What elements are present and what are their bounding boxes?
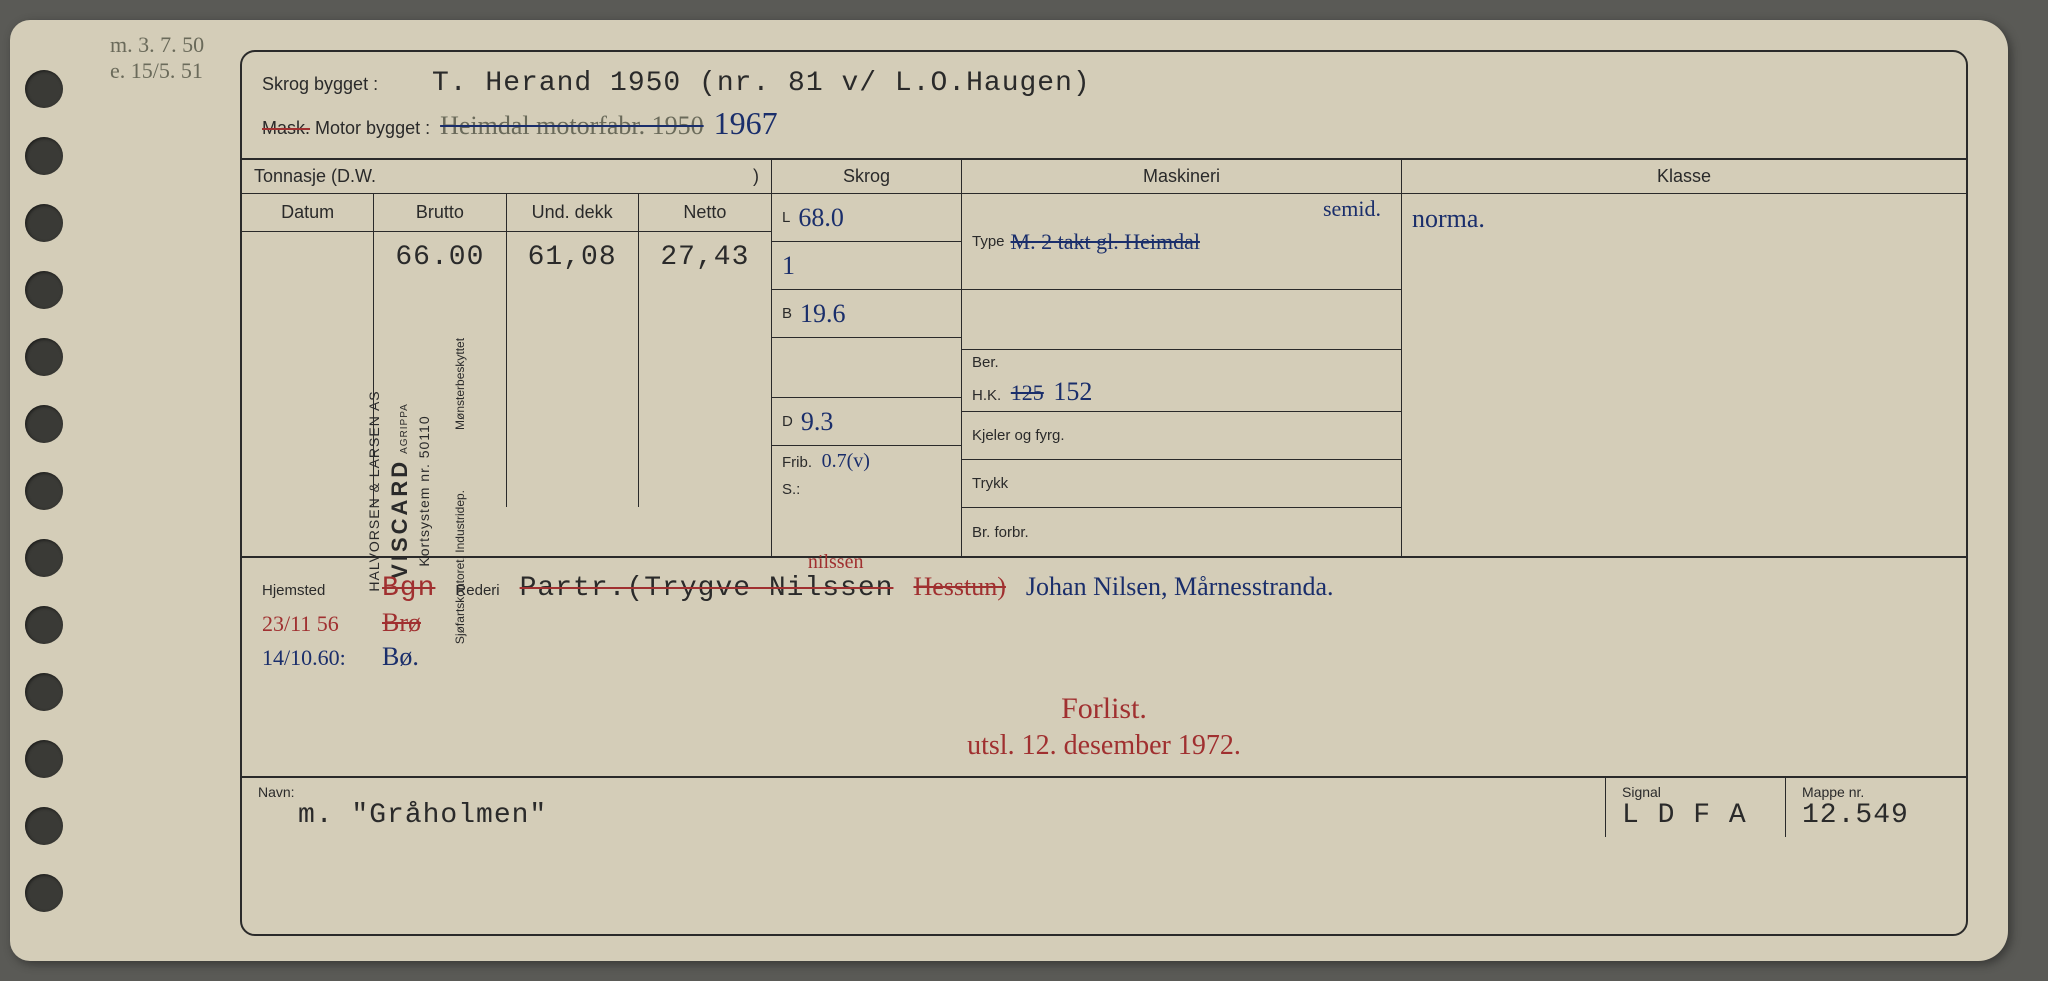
S-label: S.: (782, 481, 800, 498)
tonnage-column: Tonnasje (D.W. ) Datum Brutto Und. dekk … (242, 160, 772, 556)
bo: Bø. (382, 642, 419, 672)
trykk-label: Trykk (972, 475, 1008, 492)
ber-label: Ber. (972, 354, 999, 371)
cell-unddekk: 61,08 (507, 232, 639, 287)
utsl: utsl. 12. desember 1972. (967, 730, 1241, 762)
pencil-note-1: m. 3. 7. 50 (110, 32, 204, 58)
bgn: Bgn (382, 573, 435, 604)
col-brutto: Brutto (374, 194, 506, 231)
frib-value: 0.7(v) (822, 450, 870, 472)
type-value2: semid. (1323, 196, 1381, 222)
L-value: 68.0 (798, 203, 844, 233)
nilssen-correction: nilssen (808, 551, 864, 574)
type-value: M. 2 takt gl. Heimdal (1011, 229, 1200, 255)
col-netto: Netto (639, 194, 771, 231)
johan-nilsen: Johan Nilsen, Mårnesstranda. (1026, 572, 1334, 602)
hk-value: 152 (1053, 377, 1092, 406)
frib-label: Frib. (782, 454, 812, 471)
punch-holes (25, 20, 95, 961)
col-datum: Datum (242, 194, 374, 231)
skrog-bygget-value: T. Herand 1950 (nr. 81 v/ L.O.Haugen) (432, 68, 1091, 99)
main-grid: Tonnasje (D.W. ) Datum Brutto Und. dekk … (242, 160, 1966, 558)
motor-old-value: Heimdal motorfabr. 1950 (440, 111, 704, 141)
date-1: 23/11 56 (262, 611, 362, 637)
skrog-bygget-label: Skrog bygget : (262, 74, 422, 95)
bottom-section: Navn: m. "Gråholmen" Signal L D F A Mapp… (242, 778, 1966, 837)
skrog-column: Skrog L 68.0 1 B 19.6 D 9.3 Fr (772, 160, 962, 556)
skrog-one: 1 (782, 251, 795, 281)
klasse-header: Klasse (1402, 160, 1966, 194)
skrog-header: Skrog (772, 160, 961, 194)
kjeler-label: Kjeler og fyrg. (972, 427, 1065, 444)
hesstun: Hesstun) (913, 572, 1005, 602)
cell-brutto: 66.00 (374, 232, 506, 287)
navn-label: Navn: (258, 784, 1589, 800)
hk-label: H.K. (972, 387, 1001, 404)
mappe-value: 12.549 (1802, 800, 1950, 831)
tonnage-header-close: ) (753, 166, 759, 187)
tonnage-header: Tonnasje (D.W. (254, 166, 376, 187)
pencil-note-2: e. 15/5. 51 (110, 58, 203, 84)
partr: Partr.(Trygve Nilssen (520, 573, 894, 604)
mask-header: Maskineri (962, 160, 1401, 194)
col-unddekk: Und. dekk (507, 194, 639, 231)
maskineri-column: Maskineri Type M. 2 takt gl. Heimdal sem… (962, 160, 1402, 556)
klasse-value: norma. (1412, 204, 1485, 233)
hk-old: 125 (1011, 380, 1044, 405)
cell-datum (242, 232, 374, 287)
build-section: Skrog bygget : T. Herand 1950 (nr. 81 v/… (242, 52, 1966, 160)
cell-netto: 27,43 (639, 232, 771, 287)
hjemsted-section: Hjemsted Bgn Rederi Partr.(Trygve Nilsse… (242, 558, 1966, 778)
B-label: B (782, 305, 792, 322)
hjemsted-label: Hjemsted (262, 582, 362, 599)
rederi-label: Rederi (455, 582, 499, 599)
type-label: Type (972, 233, 1005, 250)
navn-value: m. "Gråholmen" (258, 800, 1589, 831)
bro: Brø (382, 608, 421, 638)
L-label: L (782, 209, 790, 226)
signal-value: L D F A (1622, 800, 1769, 831)
br-label: Br. forbr. (972, 524, 1029, 541)
form-frame: Skrog bygget : T. Herand 1950 (nr. 81 v/… (240, 50, 1968, 936)
klasse-column: Klasse norma. (1402, 160, 1966, 556)
index-card: HALVORSEN & LARSEN AS VISCARD AGRIPPA Ko… (10, 20, 2008, 961)
signal-label: Signal (1622, 784, 1769, 800)
mappe-label: Mappe nr. (1802, 784, 1950, 800)
D-value: 9.3 (801, 407, 834, 437)
date-2: 14/10.60: (262, 645, 362, 671)
motor-year: 1967 (714, 105, 778, 142)
motor-bygget-label: Motor bygget : (315, 118, 430, 138)
D-label: D (782, 413, 793, 430)
mask-label-strike: Mask. (262, 118, 310, 138)
B-value: 19.6 (800, 299, 846, 329)
forlist: Forlist. (1061, 692, 1147, 726)
